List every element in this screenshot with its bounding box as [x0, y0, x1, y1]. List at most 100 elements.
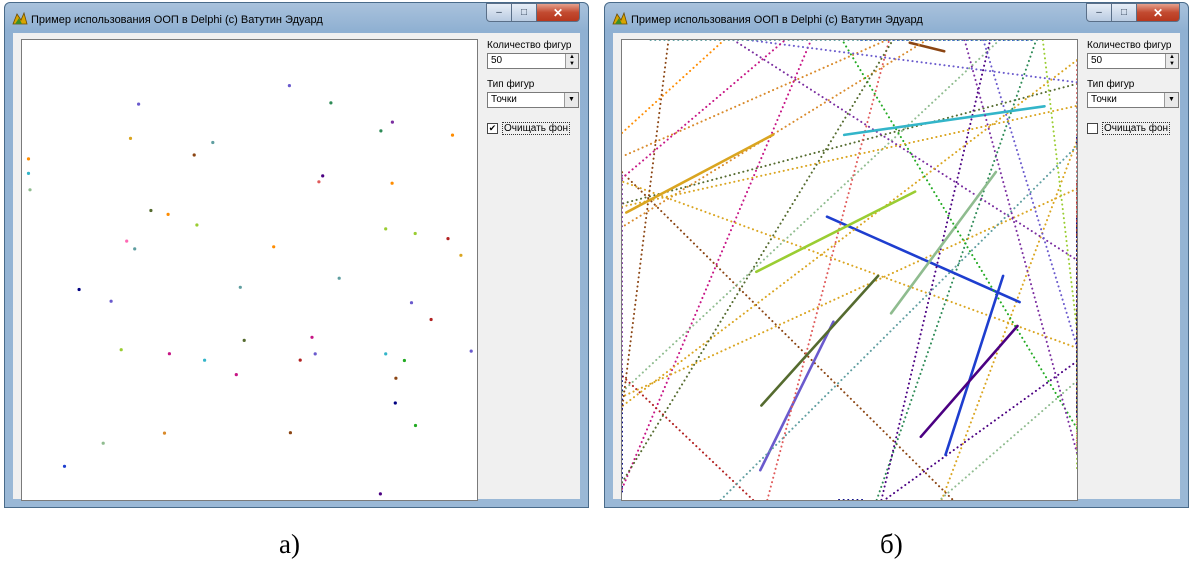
dot: [384, 227, 388, 231]
dot-trail: [622, 40, 1001, 393]
close-button[interactable]: ✕: [537, 3, 580, 22]
figure-caption-a: а): [279, 529, 300, 559]
clear-checkbox[interactable]: ✔: [487, 123, 498, 134]
dot: [298, 358, 302, 362]
clear-checkbox-row[interactable]: Очищать фон: [1087, 122, 1183, 135]
dot-trail: [747, 40, 1077, 84]
minimize-button[interactable]: –: [486, 3, 512, 22]
dot: [394, 376, 398, 380]
dot: [234, 373, 238, 377]
dot-trail: [622, 82, 1077, 205]
dot-trail: [622, 374, 755, 500]
count-label: Количество фигур: [487, 40, 572, 51]
clear-checkbox[interactable]: [1087, 123, 1098, 134]
dot-trail: [908, 41, 946, 53]
dot: [203, 358, 207, 362]
title-bar[interactable]: Пример использования ООП в Delphi (c) Ва…: [5, 3, 588, 31]
type-combobox[interactable]: Точки ▼: [487, 92, 579, 108]
dot: [62, 464, 67, 468]
dot: [390, 181, 394, 185]
dot-trail: [875, 40, 1038, 500]
client-area: Количество фигур 50 ▲ ▼ Тип фигур Точки ▼…: [613, 33, 1183, 501]
clear-checkbox-row[interactable]: ✔ Очищать фон: [487, 122, 583, 135]
dot: [310, 335, 314, 339]
dot: [26, 157, 31, 161]
dot-trail: [841, 40, 1077, 430]
title-bar[interactable]: Пример использования ООП в Delphi (c) Ва…: [605, 3, 1188, 31]
dot: [329, 101, 333, 105]
minimize-icon: –: [496, 7, 502, 18]
maximize-icon: □: [520, 7, 528, 18]
type-value[interactable]: Точки: [491, 94, 517, 105]
dot-trail: [622, 40, 670, 411]
count-spinedit[interactable]: 50 ▲ ▼: [487, 53, 579, 69]
dot: [337, 276, 341, 280]
type-combobox[interactable]: Точки ▼: [1087, 92, 1179, 108]
dot: [125, 239, 129, 243]
dot-trail: [938, 379, 1077, 500]
dot: [167, 352, 171, 356]
type-value[interactable]: Точки: [1091, 94, 1117, 105]
dot: [321, 174, 325, 178]
dot: [446, 237, 450, 241]
delphi-logo-icon: [612, 12, 628, 25]
dot-trail: [944, 274, 1005, 457]
dot: [384, 352, 388, 356]
count-value[interactable]: 50: [1091, 55, 1103, 66]
dot-trail: [883, 360, 1077, 500]
dot-trail: [889, 170, 998, 315]
dot: [137, 102, 141, 106]
dot: [450, 133, 455, 137]
spin-arrows-icon[interactable]: ▲ ▼: [1165, 54, 1178, 68]
window-title: Пример использования ООП в Delphi (c) Ва…: [631, 14, 923, 26]
dot-trail: [963, 40, 1077, 455]
clear-label[interactable]: Очищать фон: [1102, 122, 1171, 135]
dot: [413, 231, 417, 236]
drawing-canvas[interactable]: [21, 39, 478, 501]
count-spinedit[interactable]: 50 ▲ ▼: [1087, 53, 1179, 69]
dot: [413, 423, 418, 428]
drawing-canvas[interactable]: [621, 39, 1078, 501]
dot-trail: [842, 105, 1046, 137]
minimize-button[interactable]: –: [1086, 3, 1112, 22]
chevron-down-icon[interactable]: ▼: [564, 93, 578, 107]
dot-trail: [719, 145, 1077, 500]
maximize-button[interactable]: □: [512, 3, 537, 22]
dot-trail: [940, 139, 1077, 500]
dot-trail: [1041, 40, 1077, 331]
dot-trail: [919, 324, 1019, 439]
canvas-svg: [622, 40, 1077, 500]
window-title: Пример использования ООП в Delphi (c) Ва…: [31, 14, 323, 26]
close-icon: ✕: [1152, 5, 1164, 20]
maximize-icon: □: [1120, 7, 1128, 18]
close-button[interactable]: ✕: [1137, 3, 1180, 22]
clear-label[interactable]: Очищать фон: [502, 122, 571, 135]
dot-trail: [622, 40, 813, 490]
dot: [378, 492, 382, 496]
spin-arrows-icon[interactable]: ▲ ▼: [565, 54, 578, 68]
dot-trail: [755, 190, 917, 274]
chevron-down-icon[interactable]: ▼: [1164, 93, 1178, 107]
app-window-a: Пример использования ООП в Delphi (c) Ва…: [4, 2, 589, 508]
count-label: Количество фигур: [1087, 40, 1172, 51]
dot-trail: [880, 40, 992, 500]
dot-trail: [622, 180, 1077, 349]
maximize-button[interactable]: □: [1112, 3, 1137, 22]
dot: [192, 153, 196, 157]
dot: [195, 223, 199, 227]
client-area: Количество фигур 50 ▲ ▼ Тип фигур Точки ▼…: [13, 33, 583, 501]
dot-trail: [622, 40, 928, 229]
dot: [393, 401, 397, 405]
dot-trail: [625, 133, 775, 214]
dot: [402, 358, 406, 363]
dot: [128, 136, 133, 140]
dot-trail: [622, 187, 1077, 398]
dot-trail: [759, 320, 835, 472]
dot: [119, 348, 123, 352]
dot: [242, 338, 246, 342]
dot-trail: [622, 59, 1077, 408]
dot: [379, 129, 383, 133]
dot: [149, 208, 153, 213]
type-label: Тип фигур: [487, 79, 535, 90]
count-value[interactable]: 50: [491, 55, 503, 66]
